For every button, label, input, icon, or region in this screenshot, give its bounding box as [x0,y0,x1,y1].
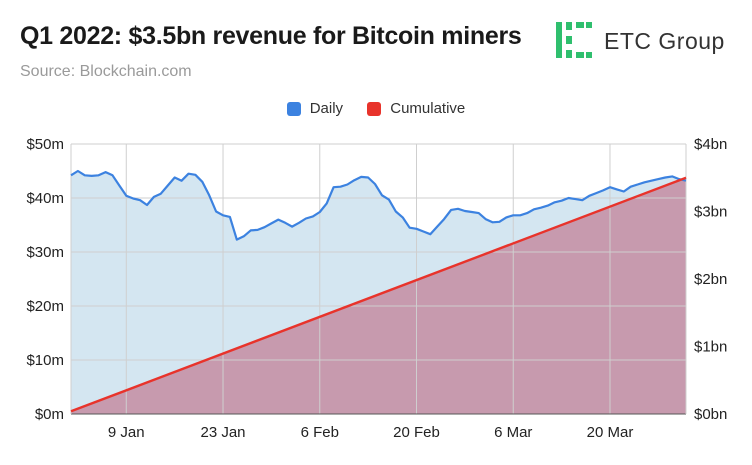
brand-logo: ETC Group [552,20,732,60]
source-note: Source: Blockchain.com [20,63,192,80]
y-right-tick-label: $0bn [694,406,727,423]
legend-label-cumulative: Cumulative [390,100,466,117]
chart-title: Q1 2022: $3.5bn revenue for Bitcoin mine… [20,22,522,50]
y-left-tick-label: $0m [35,406,64,423]
y-right-tick-label: $3bn [694,204,727,221]
y-left-tick-label: $50m [26,136,64,153]
legend-swatch-daily [286,101,301,116]
y-left-tick-label: $30m [26,244,64,261]
y-left-tick-label: $20m [26,298,64,315]
x-tick-label: 6 Feb [301,424,339,441]
y-right-tick-label: $4bn [694,136,727,153]
y-right-tick-label: $1bn [694,339,727,356]
logo-text: ETC Group [604,28,725,54]
y-left-tick-label: $10m [26,352,64,369]
legend-item-daily: Daily [286,100,344,117]
x-tick-label: 23 Jan [200,424,245,441]
legend-swatch-cumulative [367,101,382,116]
y-left-tick-label: $40m [26,190,64,207]
x-tick-label: 20 Feb [393,424,440,441]
etc-logo-icon [556,22,592,58]
daily-line [70,169,687,241]
legend-item-cumulative: Cumulative [367,100,465,117]
x-tick-label: 6 Mar [494,424,532,441]
y-right-tick-label: $2bn [694,271,727,288]
x-tick-label: 9 Jan [108,424,145,441]
legend: Daily Cumulative [0,100,752,120]
x-tick-label: 20 Mar [587,424,634,441]
legend-label-daily: Daily [309,100,344,117]
cumulative-line [70,176,687,413]
